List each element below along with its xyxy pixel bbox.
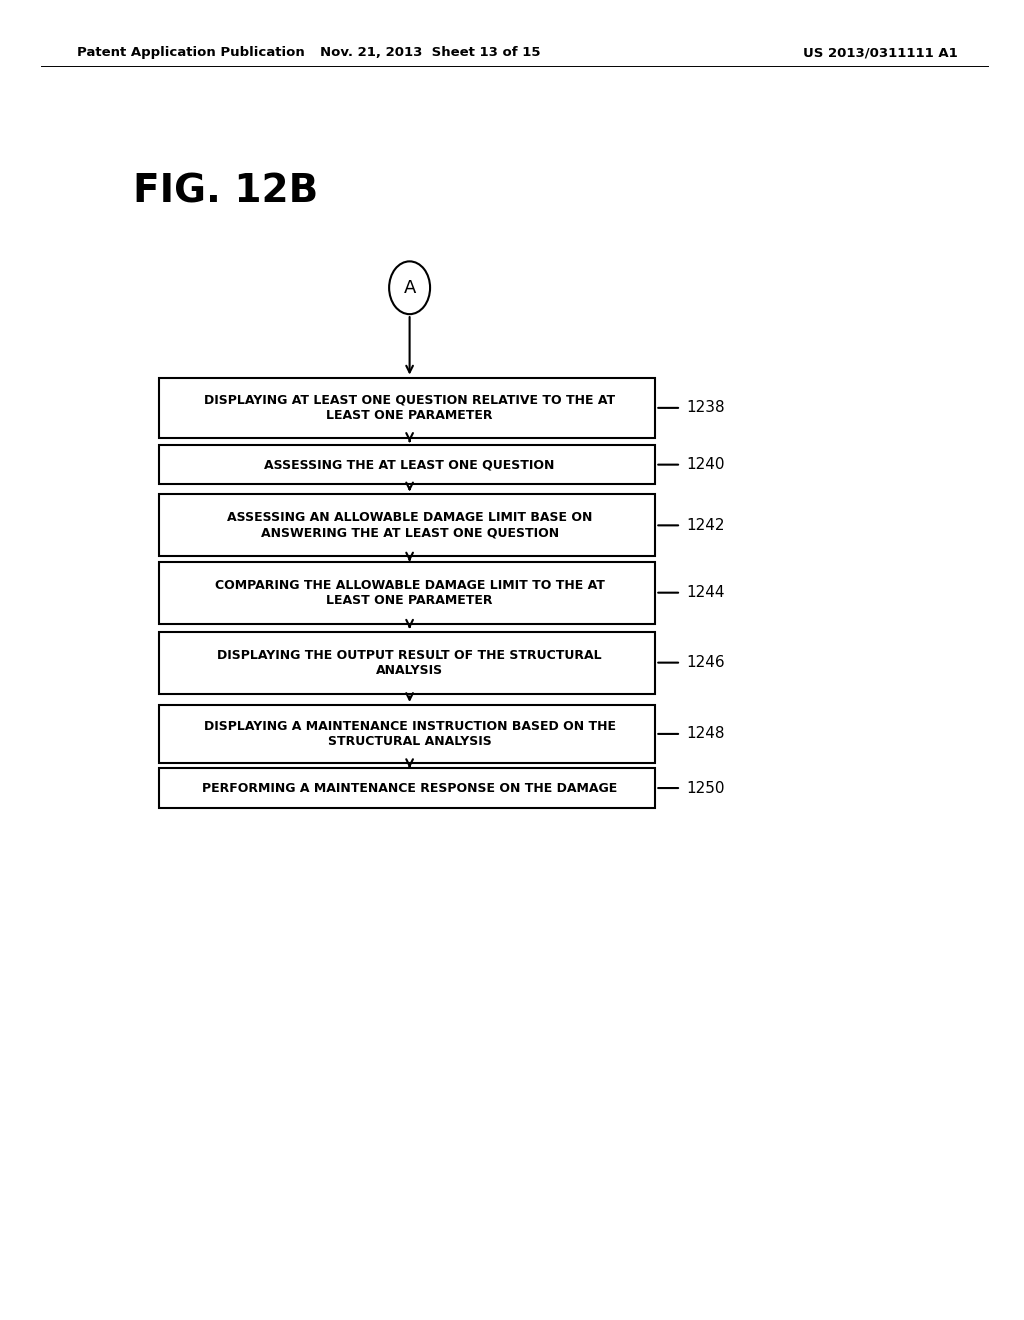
FancyBboxPatch shape bbox=[159, 494, 655, 557]
FancyBboxPatch shape bbox=[159, 378, 655, 438]
Text: Nov. 21, 2013  Sheet 13 of 15: Nov. 21, 2013 Sheet 13 of 15 bbox=[319, 46, 541, 59]
Text: 1240: 1240 bbox=[686, 457, 725, 473]
Text: US 2013/0311111 A1: US 2013/0311111 A1 bbox=[803, 46, 958, 59]
Text: DISPLAYING AT LEAST ONE QUESTION RELATIVE TO THE AT
LEAST ONE PARAMETER: DISPLAYING AT LEAST ONE QUESTION RELATIV… bbox=[204, 393, 615, 422]
Text: A: A bbox=[403, 279, 416, 297]
FancyBboxPatch shape bbox=[159, 561, 655, 623]
Text: 1246: 1246 bbox=[686, 655, 725, 671]
Text: 1238: 1238 bbox=[686, 400, 725, 416]
Text: DISPLAYING A MAINTENANCE INSTRUCTION BASED ON THE
STRUCTURAL ANALYSIS: DISPLAYING A MAINTENANCE INSTRUCTION BAS… bbox=[204, 719, 615, 748]
Text: 1244: 1244 bbox=[686, 585, 725, 601]
FancyBboxPatch shape bbox=[159, 705, 655, 763]
Text: Patent Application Publication: Patent Application Publication bbox=[77, 46, 304, 59]
FancyBboxPatch shape bbox=[159, 768, 655, 808]
Text: ASSESSING THE AT LEAST ONE QUESTION: ASSESSING THE AT LEAST ONE QUESTION bbox=[264, 458, 555, 471]
Text: FIG. 12B: FIG. 12B bbox=[133, 173, 318, 210]
Text: DISPLAYING THE OUTPUT RESULT OF THE STRUCTURAL
ANALYSIS: DISPLAYING THE OUTPUT RESULT OF THE STRU… bbox=[217, 648, 602, 677]
Text: 1248: 1248 bbox=[686, 726, 725, 742]
Text: 1242: 1242 bbox=[686, 517, 725, 533]
Text: PERFORMING A MAINTENANCE RESPONSE ON THE DAMAGE: PERFORMING A MAINTENANCE RESPONSE ON THE… bbox=[202, 781, 617, 795]
FancyBboxPatch shape bbox=[159, 445, 655, 484]
Text: ASSESSING AN ALLOWABLE DAMAGE LIMIT BASE ON
ANSWERING THE AT LEAST ONE QUESTION: ASSESSING AN ALLOWABLE DAMAGE LIMIT BASE… bbox=[227, 511, 592, 540]
FancyBboxPatch shape bbox=[159, 632, 655, 694]
Text: COMPARING THE ALLOWABLE DAMAGE LIMIT TO THE AT
LEAST ONE PARAMETER: COMPARING THE ALLOWABLE DAMAGE LIMIT TO … bbox=[215, 578, 604, 607]
Text: 1250: 1250 bbox=[686, 780, 725, 796]
